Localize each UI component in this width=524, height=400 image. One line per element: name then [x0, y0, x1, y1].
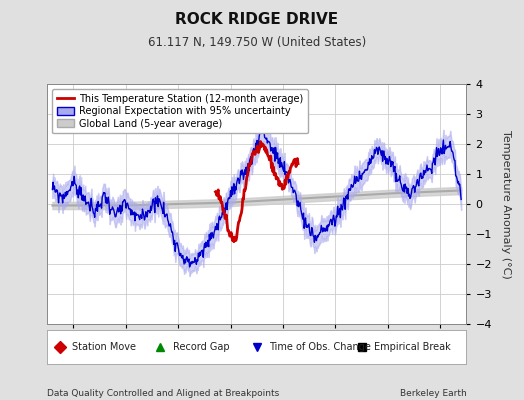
Y-axis label: Temperature Anomaly (°C): Temperature Anomaly (°C) [501, 130, 511, 278]
Text: Berkeley Earth: Berkeley Earth [400, 389, 466, 398]
Text: 61.117 N, 149.750 W (United States): 61.117 N, 149.750 W (United States) [148, 36, 366, 49]
Text: Time of Obs. Change: Time of Obs. Change [269, 342, 371, 352]
Text: Record Gap: Record Gap [173, 342, 230, 352]
Text: ROCK RIDGE DRIVE: ROCK RIDGE DRIVE [175, 12, 339, 27]
Legend: This Temperature Station (12-month average), Regional Expectation with 95% uncer: This Temperature Station (12-month avera… [52, 89, 308, 134]
Text: Empirical Break: Empirical Break [374, 342, 451, 352]
Text: Station Move: Station Move [72, 342, 136, 352]
Text: Data Quality Controlled and Aligned at Breakpoints: Data Quality Controlled and Aligned at B… [47, 389, 279, 398]
